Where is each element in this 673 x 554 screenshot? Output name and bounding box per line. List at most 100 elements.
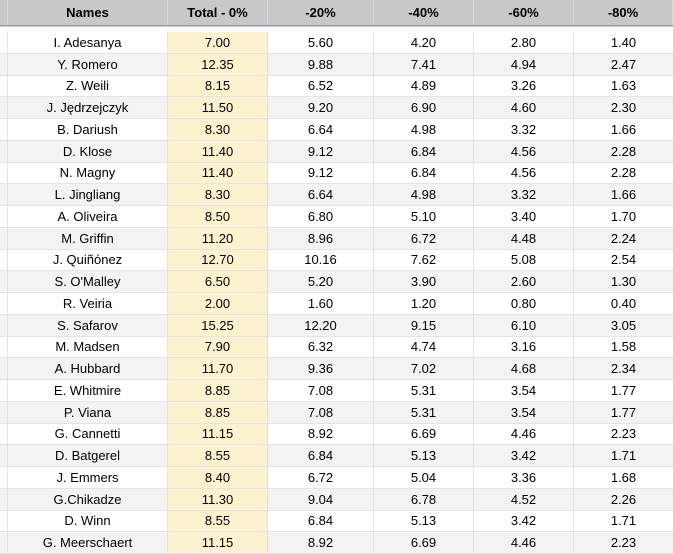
header-cell-minus20[interactable]: -20%	[268, 0, 374, 25]
cell-minus20[interactable]: 6.32	[268, 336, 374, 359]
cell-minus60[interactable]: 3.42	[474, 445, 574, 467]
cell-minus80[interactable]: 0.40	[574, 293, 673, 315]
cell-total[interactable]: 8.85	[168, 401, 268, 424]
cell-name[interactable]: J. Jędrzejczyk	[8, 97, 168, 119]
cell-name[interactable]: S. O'Malley	[8, 271, 168, 293]
cell-minus60[interactable]: 0.80	[474, 293, 574, 315]
cell-stub[interactable]	[0, 184, 8, 206]
cell-minus60[interactable]: 4.56	[474, 162, 574, 185]
cell-name[interactable]: E. Whitmire	[8, 380, 168, 402]
cell-minus40[interactable]: 6.72	[374, 227, 474, 250]
cell-minus40[interactable]: 5.13	[374, 445, 474, 467]
cell-minus60[interactable]: 4.68	[474, 358, 574, 380]
cell-minus20[interactable]: 6.72	[268, 467, 374, 489]
cell-name[interactable]: N. Magny	[8, 162, 168, 185]
cell-minus80[interactable]: 2.28	[574, 163, 673, 185]
cell-minus40[interactable]: 6.90	[374, 97, 474, 119]
cell-minus60[interactable]: 2.60	[474, 271, 574, 293]
cell-total[interactable]: 11.40	[168, 162, 268, 185]
cell-minus40[interactable]: 6.78	[374, 488, 474, 511]
cell-stub[interactable]	[0, 162, 8, 185]
cell-minus60[interactable]: 3.54	[474, 401, 574, 424]
cell-total[interactable]: 15.25	[168, 314, 268, 337]
cell-name[interactable]: G.Chikadze	[8, 488, 168, 511]
cell-minus40[interactable]: 1.20	[374, 293, 474, 315]
cell-minus60[interactable]: 4.48	[474, 227, 574, 250]
cell-minus20[interactable]: 9.12	[268, 162, 374, 185]
cell-minus20[interactable]: 6.52	[268, 75, 374, 98]
cell-minus20[interactable]: 8.92	[268, 423, 374, 446]
cell-stub[interactable]	[0, 445, 8, 467]
cell-minus40[interactable]: 4.98	[374, 184, 474, 206]
cell-total[interactable]: 7.90	[168, 336, 268, 359]
cell-minus80[interactable]: 2.23	[574, 532, 673, 554]
cell-minus20[interactable]: 12.20	[268, 314, 374, 337]
cell-total[interactable]: 12.35	[168, 53, 268, 76]
header-cell-minus80[interactable]: -80%	[574, 0, 673, 25]
cell-name[interactable]: G. Cannetti	[8, 423, 168, 446]
cell-minus60[interactable]: 4.56	[474, 140, 574, 163]
cell-minus20[interactable]: 9.12	[268, 140, 374, 163]
cell-minus40[interactable]: 7.02	[374, 358, 474, 380]
cell-total[interactable]: 8.50	[168, 206, 268, 228]
cell-minus80[interactable]: 2.24	[574, 228, 673, 250]
cell-minus60[interactable]: 5.08	[474, 249, 574, 272]
cell-total[interactable]: 8.30	[168, 184, 268, 206]
cell-name[interactable]: D. Klose	[8, 140, 168, 163]
cell-minus20[interactable]: 9.88	[268, 53, 374, 76]
cell-minus60[interactable]: 4.46	[474, 423, 574, 446]
cell-minus20[interactable]: 5.20	[268, 271, 374, 293]
cell-stub[interactable]	[0, 401, 8, 424]
cell-minus80[interactable]: 1.58	[574, 337, 673, 359]
cell-minus80[interactable]: 1.71	[574, 511, 673, 533]
cell-stub[interactable]	[0, 249, 8, 272]
cell-minus40[interactable]: 5.04	[374, 467, 474, 489]
cell-name[interactable]: Z. Weili	[8, 75, 168, 98]
cell-minus60[interactable]: 3.36	[474, 467, 574, 489]
cell-minus40[interactable]: 5.10	[374, 206, 474, 228]
cell-minus40[interactable]: 6.69	[374, 423, 474, 446]
cell-minus20[interactable]: 6.80	[268, 206, 374, 228]
cell-stub[interactable]	[0, 358, 8, 380]
cell-minus80[interactable]: 1.66	[574, 119, 673, 141]
cell-name[interactable]: M. Madsen	[8, 336, 168, 359]
cell-stub[interactable]	[0, 97, 8, 119]
cell-minus40[interactable]: 5.13	[374, 510, 474, 533]
cell-minus20[interactable]: 6.64	[268, 119, 374, 141]
cell-minus80[interactable]: 2.23	[574, 424, 673, 446]
cell-stub[interactable]	[0, 532, 8, 554]
cell-minus20[interactable]: 9.20	[268, 97, 374, 119]
cell-minus80[interactable]: 1.66	[574, 184, 673, 206]
cell-minus60[interactable]: 4.52	[474, 488, 574, 511]
cell-name[interactable]: R. Veiria	[8, 293, 168, 315]
cell-minus60[interactable]: 3.16	[474, 336, 574, 359]
cell-minus60[interactable]: 3.42	[474, 510, 574, 533]
cell-total[interactable]: 11.15	[168, 423, 268, 446]
cell-name[interactable]: G. Meerschaert	[8, 532, 168, 554]
cell-name[interactable]: M. Griffin	[8, 227, 168, 250]
cell-minus40[interactable]: 9.15	[374, 314, 474, 337]
cell-total[interactable]: 11.40	[168, 140, 268, 163]
cell-minus20[interactable]: 10.16	[268, 249, 374, 272]
cell-minus80[interactable]: 2.26	[574, 489, 673, 511]
header-cell-minus60[interactable]: -60%	[474, 0, 574, 25]
cell-total[interactable]: 11.50	[168, 97, 268, 119]
cell-minus80[interactable]: 1.77	[574, 402, 673, 424]
cell-stub[interactable]	[0, 32, 8, 54]
cell-minus40[interactable]: 6.69	[374, 532, 474, 554]
cell-minus20[interactable]: 6.64	[268, 184, 374, 206]
cell-stub[interactable]	[0, 75, 8, 98]
cell-stub[interactable]	[0, 293, 8, 315]
cell-name[interactable]: P. Viana	[8, 401, 168, 424]
header-cell-total[interactable]: Total - 0%	[168, 0, 268, 25]
cell-total[interactable]: 2.00	[168, 293, 268, 315]
cell-minus20[interactable]: 6.84	[268, 445, 374, 467]
cell-minus60[interactable]: 3.32	[474, 119, 574, 141]
cell-stub[interactable]	[0, 227, 8, 250]
cell-total[interactable]: 8.55	[168, 445, 268, 467]
cell-minus20[interactable]: 1.60	[268, 293, 374, 315]
cell-total[interactable]: 11.70	[168, 358, 268, 380]
cell-minus60[interactable]: 4.46	[474, 532, 574, 554]
cell-stub[interactable]	[0, 510, 8, 533]
cell-stub[interactable]	[0, 488, 8, 511]
